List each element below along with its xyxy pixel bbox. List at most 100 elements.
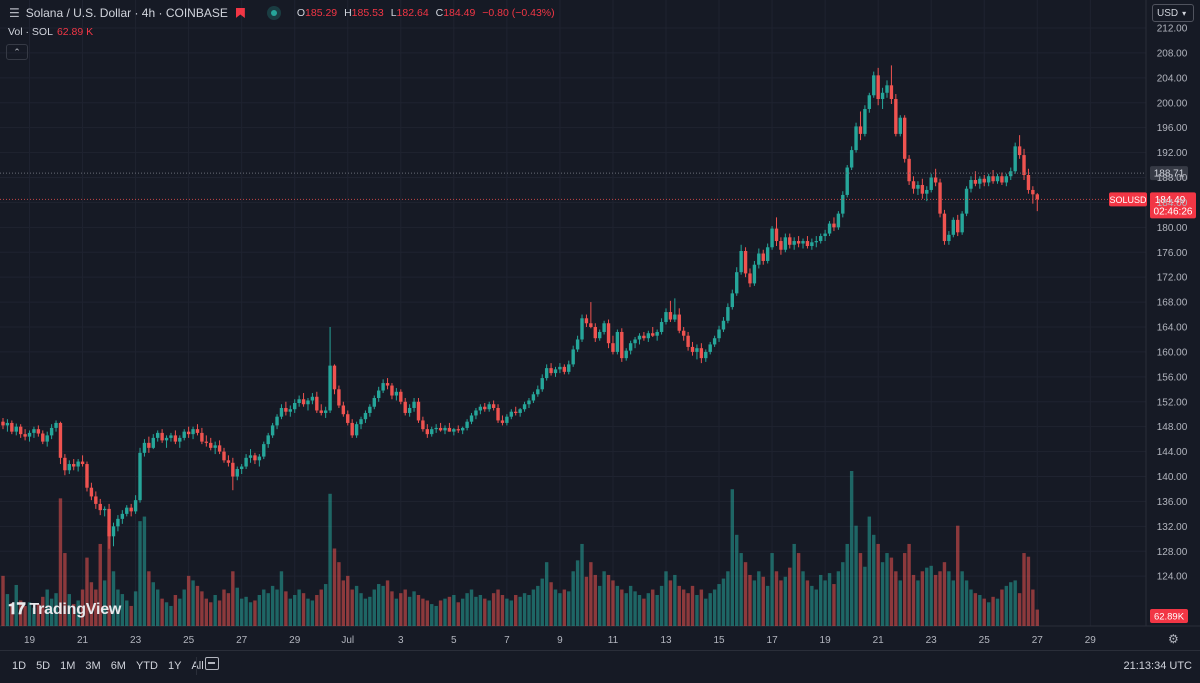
candle-body — [297, 399, 301, 403]
candle-body — [757, 253, 761, 265]
volume-bar — [239, 598, 244, 626]
volume-bar — [399, 593, 403, 626]
candle-body — [584, 318, 589, 324]
x-tick-label: 11 — [608, 635, 619, 646]
candle-body — [200, 432, 204, 442]
market-status-icon[interactable] — [266, 6, 281, 20]
candle-body — [902, 117, 907, 159]
range-button-1m[interactable]: 1M — [60, 660, 76, 672]
currency-select[interactable]: USD ▾ — [1152, 4, 1194, 22]
candle-body — [116, 518, 120, 527]
candle-body — [819, 236, 823, 242]
range-button-all[interactable]: All — [191, 660, 204, 672]
candle-body — [478, 406, 483, 411]
candle-body — [779, 241, 783, 250]
tradingview-logo: 𝟏𝟕 TradingView — [8, 601, 121, 619]
candle-body — [72, 464, 76, 467]
range-button-6m[interactable]: 6M — [110, 660, 126, 672]
candle-body — [721, 320, 726, 330]
candle-body — [54, 422, 58, 428]
range-button-1y[interactable]: 1Y — [167, 660, 182, 672]
candle-body — [1017, 146, 1022, 156]
symbol-title[interactable]: Solana / U.S. Dollar · 4h · COINBASE — [25, 6, 228, 20]
candle-body — [288, 409, 292, 412]
candle-body — [854, 126, 858, 151]
candle-body — [483, 406, 487, 410]
candle-body — [567, 364, 571, 372]
candle-body — [36, 429, 41, 434]
collapse-legend-button[interactable]: ⌃ — [6, 44, 28, 60]
volume-label: Vol · SOL — [8, 26, 53, 38]
volume-bar — [712, 589, 717, 626]
flag-icon[interactable] — [235, 8, 245, 18]
candle-body — [841, 194, 845, 214]
candle-body — [399, 391, 403, 402]
volume-bar — [456, 602, 460, 626]
candle-body — [368, 406, 372, 413]
x-tick-label: 29 — [1085, 635, 1097, 646]
volume-bar — [430, 604, 434, 626]
volume-bar — [889, 557, 894, 626]
volume-bar — [628, 585, 633, 626]
candle-body — [505, 416, 509, 423]
calendar-goto-icon[interactable] — [205, 657, 219, 670]
candle-body — [805, 241, 810, 247]
volume-bar — [1022, 553, 1026, 626]
volume-bar — [319, 589, 323, 626]
volume-bar — [500, 595, 505, 626]
volume-bar — [620, 589, 624, 626]
candle-body — [1031, 189, 1035, 195]
volume-bar — [916, 580, 920, 626]
volume-bar — [443, 598, 447, 626]
candle-body — [708, 344, 712, 352]
volume-bar — [575, 560, 580, 626]
volume-bar — [1000, 589, 1004, 626]
candle-body — [266, 435, 270, 445]
candle-body — [1035, 194, 1039, 200]
candle-body — [1, 421, 5, 426]
candle-body — [350, 422, 354, 436]
volume-bar — [637, 595, 642, 626]
volume-bar — [863, 566, 867, 626]
volume-bar — [288, 598, 292, 626]
range-button-ytd[interactable]: YTD — [135, 660, 158, 672]
candle-body — [487, 404, 491, 410]
candle-body — [602, 323, 606, 332]
volume-bar — [403, 589, 407, 626]
y-tick-label: 128.00 — [1157, 547, 1188, 558]
candle-body — [407, 407, 412, 413]
volume-bar — [673, 574, 677, 626]
x-tick-label: 9 — [557, 635, 563, 646]
x-tick-label: 15 — [713, 635, 725, 646]
volume-bar — [1013, 580, 1017, 626]
menu-icon[interactable]: ☰ — [9, 6, 20, 20]
range-button-3m[interactable]: 3M — [85, 660, 101, 672]
candle-body — [642, 335, 646, 339]
volume-bar — [337, 562, 341, 626]
volume-bar — [248, 602, 253, 626]
volume-bar — [200, 591, 204, 626]
candle-body — [801, 241, 805, 244]
utc-clock[interactable]: 21:13:34 UTC — [1123, 660, 1192, 672]
volume-bar — [452, 595, 456, 626]
candle-body — [111, 526, 116, 537]
candle-body — [500, 420, 505, 423]
volume-bar — [779, 580, 783, 626]
volume-bar — [58, 498, 63, 626]
volume-bar — [133, 591, 138, 626]
range-button-1d[interactable]: 1D — [12, 660, 27, 672]
volume-bar — [164, 602, 169, 626]
candle-body — [306, 400, 310, 405]
settings-gear-icon[interactable]: ⚙ — [1168, 632, 1179, 646]
crosshair-price-tag — [1150, 166, 1188, 181]
volume-bar — [942, 562, 947, 626]
volume-bar — [509, 600, 513, 626]
x-tick-label: 21 — [77, 635, 89, 646]
range-button-5d[interactable]: 5D — [36, 660, 51, 672]
candle-body — [770, 228, 774, 248]
volume-bar — [867, 516, 872, 626]
candle-body — [726, 307, 730, 321]
candle-body — [372, 398, 376, 407]
candle-body — [1000, 176, 1004, 183]
